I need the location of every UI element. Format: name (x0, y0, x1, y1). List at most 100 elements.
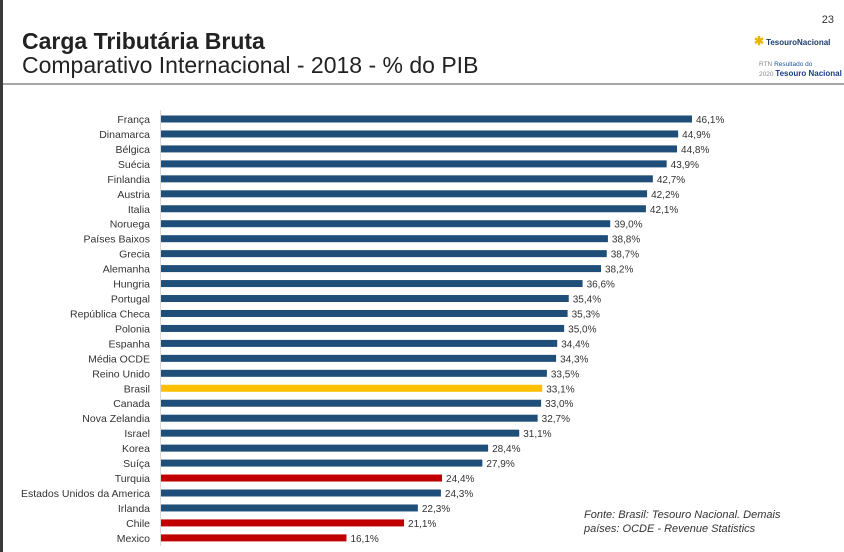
bar (161, 130, 679, 138)
category-label: Irlanda (118, 503, 150, 515)
logo-star-icon: ✱ (754, 34, 765, 48)
data-label: 39,0% (614, 220, 642, 231)
category-label: Austria (117, 189, 150, 201)
category-label: Reino Unido (92, 368, 150, 380)
data-label: 34,3% (560, 354, 588, 365)
category-label: Canada (113, 398, 150, 410)
data-label: 35,0% (568, 324, 596, 335)
category-label: Turquia (115, 473, 150, 485)
category-label: Nova Zelandia (82, 413, 150, 425)
category-label: Estados Unidos da America (21, 488, 150, 500)
rtn-name: Tesouro Nacional (775, 69, 842, 78)
bar (161, 354, 557, 362)
data-label: 21,1% (408, 519, 436, 530)
category-label: Finlandia (107, 174, 150, 186)
page-title: Carga Tributária Bruta (22, 28, 265, 54)
data-label: 42,2% (651, 190, 679, 201)
data-label: 43,9% (671, 160, 699, 171)
header-divider (3, 83, 844, 85)
bar (161, 295, 569, 303)
category-label: Espanha (109, 338, 151, 350)
bar (161, 339, 558, 347)
data-label: 44,8% (681, 145, 709, 156)
left-edge (0, 0, 3, 552)
bar (161, 309, 568, 317)
bar (161, 534, 347, 542)
data-label: 38,7% (611, 250, 639, 261)
bar (161, 489, 441, 497)
category-label: Hungria (113, 279, 150, 291)
category-label: Mexico (117, 533, 150, 545)
bar (161, 115, 692, 123)
rtn-label: RTN (759, 61, 773, 68)
data-label: 32,7% (542, 414, 570, 425)
category-label: Média OCDE (88, 353, 150, 365)
data-label: 16,1% (350, 534, 378, 545)
bar (161, 175, 653, 183)
data-label: 33,5% (551, 369, 579, 380)
logo-text: TesouroNacional (766, 38, 831, 47)
data-label: 24,3% (445, 489, 473, 500)
tesouro-logo: ✱ TesouroNacional (754, 34, 830, 48)
page-subtitle: Comparativo Internacional - 2018 - % do … (22, 52, 479, 78)
category-label: Chile (126, 518, 150, 530)
data-label: 35,4% (573, 295, 601, 306)
bar (161, 369, 547, 377)
data-label: 33,1% (546, 384, 574, 395)
bar (161, 265, 602, 273)
data-label: 44,9% (682, 130, 710, 141)
category-label: Alemanha (103, 264, 150, 276)
data-label: 34,4% (561, 339, 589, 350)
data-label: 24,4% (446, 474, 474, 485)
bar (161, 504, 418, 512)
bar (161, 280, 583, 288)
category-label: Korea (122, 443, 150, 455)
source-line-2: países: OCDE - Revenue Statistics (584, 523, 756, 535)
bar (161, 324, 565, 332)
data-label: 27,9% (486, 459, 514, 470)
category-label: Bélgica (116, 144, 151, 156)
bar (161, 235, 608, 243)
bar (161, 205, 646, 213)
data-label: 33,0% (545, 399, 573, 410)
rtn-year: 2020 (759, 71, 774, 78)
category-label: Suíça (123, 458, 150, 470)
data-label: 46,1% (696, 115, 724, 126)
bar (161, 474, 443, 482)
bar (161, 190, 648, 198)
data-label: 22,3% (422, 504, 450, 515)
data-label: 38,2% (605, 265, 633, 276)
bar (161, 429, 520, 437)
bar (161, 519, 405, 527)
category-label: Israel (124, 428, 150, 440)
category-label: Brasil (124, 383, 150, 395)
bar (161, 459, 483, 467)
category-label: Noruega (110, 219, 150, 231)
data-label: 28,4% (492, 444, 520, 455)
category-label: França (117, 114, 150, 126)
data-label: 42,1% (650, 205, 678, 216)
bar (161, 160, 667, 168)
data-label: 31,1% (523, 429, 551, 440)
source-note: Fonte: Brasil: Tesouro Nacional. Demais … (584, 508, 780, 536)
data-label: 36,6% (587, 280, 615, 291)
bar (161, 384, 543, 392)
category-label: Dinamarca (99, 129, 150, 141)
category-label: Portugal (111, 294, 150, 306)
category-label: Italia (128, 204, 150, 216)
data-label: 42,7% (657, 175, 685, 186)
bar (161, 250, 607, 258)
source-line-1: Fonte: Brasil: Tesouro Nacional. Demais (584, 509, 781, 521)
bar (161, 444, 489, 452)
category-label: República Checa (70, 308, 150, 320)
data-label: 35,3% (572, 309, 600, 320)
rtn-text: Resultado do (774, 61, 813, 68)
category-label: Grecia (119, 249, 150, 261)
bar (161, 399, 542, 407)
category-label: Países Baixos (83, 234, 150, 246)
bar (161, 145, 678, 153)
category-label: Polonia (115, 323, 150, 335)
bar (161, 414, 538, 422)
page-number: 23 (821, 14, 834, 26)
